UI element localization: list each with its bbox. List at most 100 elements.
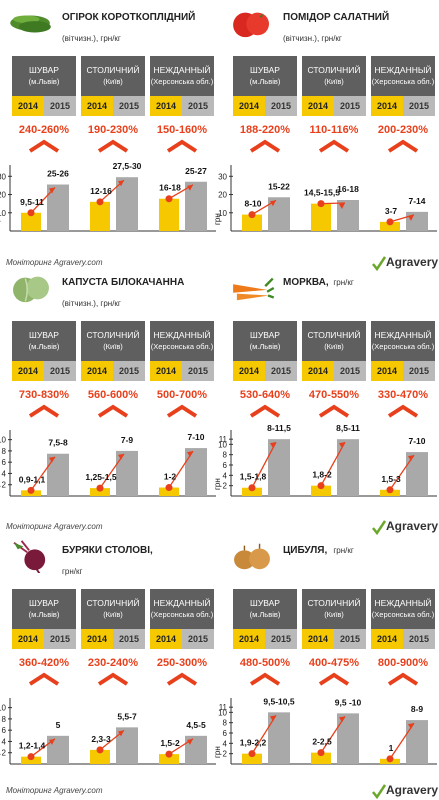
market-name: НЕЖДАННЫЙ (374, 598, 432, 608)
bar-2014 (380, 221, 400, 231)
y-tick-label: 30 (0, 172, 7, 181)
market-location: (Київ) (324, 77, 344, 86)
y-tick-label: 10 (0, 704, 7, 713)
trend-arrowhead (408, 214, 414, 221)
year-label-2014: 2014 (150, 361, 182, 381)
year-label-2015: 2015 (44, 361, 76, 381)
y-axis-label: грн (0, 746, 1, 758)
bar-2015 (268, 439, 290, 496)
market-location: (м.Львів) (28, 77, 60, 86)
market-location: (Херсонська обл.) (150, 342, 214, 351)
bar-2014 (380, 489, 400, 496)
agravery-logo: Agravery (372, 519, 438, 535)
data-label-2015: 7,5-8 (48, 438, 68, 448)
growth-arrow-icon (166, 404, 198, 418)
market-location: (Київ) (103, 342, 123, 351)
data-label-2014: 2,3-3 (91, 734, 111, 744)
bar-2014 (159, 487, 179, 496)
bar-2015 (268, 712, 290, 764)
growth-arrow-icon (318, 672, 350, 686)
market-location: (м.Львів) (249, 77, 281, 86)
year-label-2014: 2014 (233, 96, 265, 116)
year-label-2015: 2015 (44, 629, 76, 649)
trend-arrowhead (339, 442, 345, 449)
trend-line (168, 738, 194, 755)
market-header: СТОЛИЧНИЙ (Київ) (302, 56, 366, 96)
data-label-2015: 8,5-11 (336, 423, 360, 433)
bar-2014 (311, 485, 331, 496)
y-tick-label: 11 (219, 703, 228, 712)
data-label-2015: 16-18 (337, 184, 359, 194)
trend-line (99, 453, 125, 489)
trend-line (320, 716, 346, 753)
data-label-2014: 1,5-1,8 (240, 472, 267, 482)
chart-title: МОРКВА, (283, 277, 329, 288)
trend-line (251, 441, 277, 489)
trend-dot (165, 750, 173, 758)
market-location: (м.Львів) (28, 610, 60, 619)
year-label-2014: 2014 (12, 629, 44, 649)
market-location: (Херсонська обл.) (371, 77, 435, 86)
market-name: СТОЛИЧНИЙ (86, 598, 140, 608)
data-label-2015: 8-9 (411, 704, 424, 714)
bar-2014 (21, 212, 41, 231)
y-axis-label: грн (0, 213, 1, 225)
year-label-2014: 2014 (233, 361, 265, 381)
footnote-source: Моніторинг Agravery.com (6, 786, 103, 795)
growth-percent: 360-420% (18, 657, 70, 669)
bar-2015 (47, 453, 69, 496)
bar-2014 (242, 487, 262, 496)
data-label-2015: 9,5 -10 (335, 697, 362, 707)
bar-2014 (159, 754, 179, 764)
year-label-2014: 2014 (371, 629, 403, 649)
data-label-2014: 16-18 (159, 183, 181, 193)
market-location: (Херсонська обл.) (150, 610, 214, 619)
logo-text: Agravery (386, 255, 439, 269)
logo-text: Agravery (386, 783, 439, 797)
onion-icon (234, 543, 270, 570)
y-tick-label: 2 (2, 749, 7, 758)
market-location: (м.Львів) (249, 342, 281, 351)
market-header: ШУВАР (м.Львів) (233, 56, 297, 96)
y-tick-label: 10 (0, 436, 7, 445)
y-tick-label: 6 (2, 458, 7, 467)
trend-dot (386, 486, 394, 494)
data-label-2015: 7-10 (408, 436, 425, 446)
trend-line (30, 187, 56, 214)
bar-2014 (242, 753, 262, 764)
trend-dot (248, 211, 256, 219)
bar-2014 (242, 214, 262, 231)
growth-arrow-icon (249, 404, 281, 418)
chart-title: ЦИБУЛЯ, (283, 545, 328, 556)
growth-percent: 800-900% (377, 657, 429, 669)
growth-percent: 530-640% (239, 389, 291, 401)
y-tick-label: 2 (223, 482, 228, 491)
chart-title: ОГІРОК КОРОТКОПЛІДНИЙ (62, 12, 196, 23)
trend-line (320, 202, 346, 205)
market-header: СТОЛИЧНИЙ (Київ) (81, 589, 145, 629)
chart-subtitle: грн/кг (333, 278, 354, 287)
trend-arrowhead (270, 442, 276, 449)
year-label-2014: 2014 (81, 96, 113, 116)
year-label-2015: 2015 (403, 96, 435, 116)
bar-2014 (90, 201, 110, 231)
data-label-2015: 5,5-7 (117, 711, 137, 721)
growth-arrow-icon (97, 139, 129, 153)
bar-2015 (185, 448, 207, 496)
growth-arrow-icon (166, 139, 198, 153)
year-label-2015: 2015 (334, 629, 366, 649)
market-header: СТОЛИЧНИЙ (Київ) (81, 56, 145, 96)
data-label-2014: 1,8-2 (312, 470, 332, 480)
trend-dot (96, 746, 104, 754)
y-tick-label: 4 (223, 739, 228, 748)
year-label-2014: 2014 (302, 361, 334, 381)
trend-line (168, 450, 194, 488)
bar-2015 (337, 200, 359, 231)
y-tick-label: 6 (223, 729, 228, 738)
market-header: НЕЖДАННЫЙ (Херсонська обл.) (150, 56, 214, 96)
data-label-2014: 1,5-2 (160, 738, 180, 748)
data-label-2015: 8-11,5 (267, 423, 291, 433)
y-tick-label: 8 (2, 715, 7, 724)
growth-percent: 560-600% (87, 389, 139, 401)
market-name: НЕЖДАННЫЙ (374, 65, 432, 75)
